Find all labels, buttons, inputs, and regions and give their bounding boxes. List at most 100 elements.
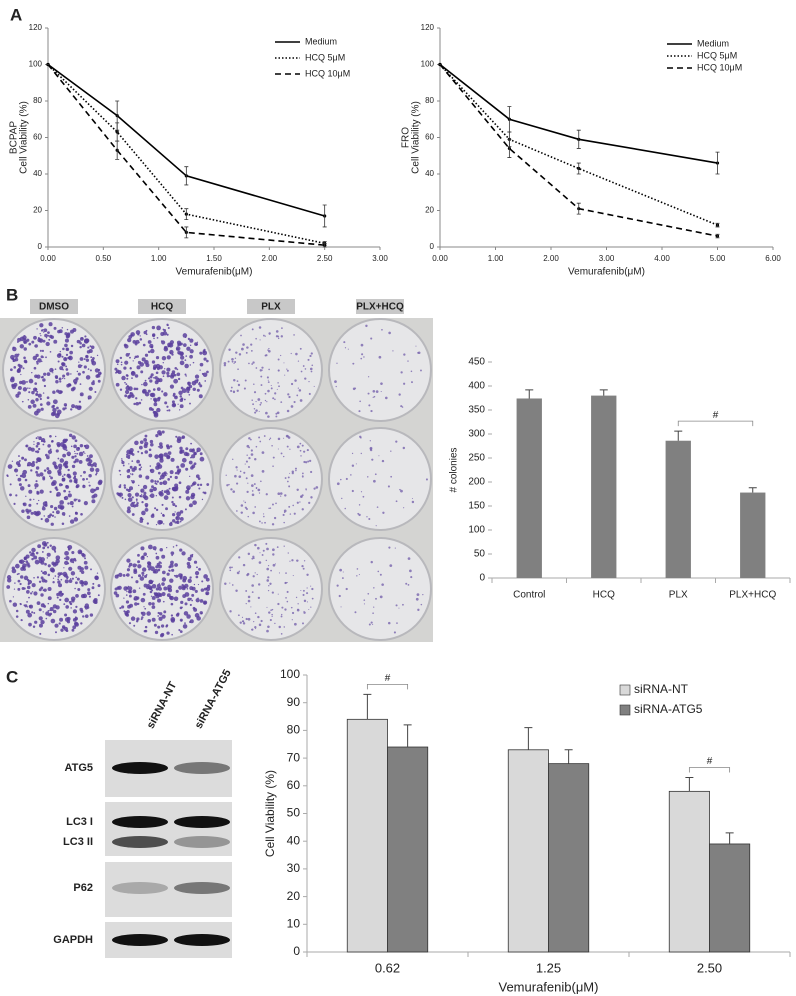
- colony: [176, 372, 181, 377]
- colony: [177, 353, 180, 355]
- colony: [54, 623, 59, 628]
- colony: [342, 571, 344, 573]
- colony: [360, 491, 363, 493]
- colony: [171, 633, 173, 636]
- colony: [52, 390, 56, 394]
- colony: [16, 474, 18, 477]
- colony: [31, 371, 33, 374]
- colony: [358, 504, 361, 506]
- colony: [151, 360, 156, 364]
- colony: [82, 450, 85, 453]
- colony: [9, 599, 12, 603]
- colony: [247, 617, 251, 621]
- colony: [83, 501, 88, 506]
- colony: [301, 472, 304, 475]
- colony: [48, 338, 51, 341]
- bar: [346, 718, 388, 953]
- colony: [69, 350, 73, 355]
- colony: [138, 587, 141, 589]
- colony: [310, 585, 312, 587]
- colony: [150, 566, 155, 572]
- colony: [156, 336, 159, 339]
- colony: [275, 415, 278, 418]
- colony: [225, 474, 227, 476]
- colony: [97, 584, 101, 588]
- colony: [51, 545, 57, 551]
- colony: [143, 574, 148, 578]
- colony: [37, 436, 39, 438]
- colony: [165, 444, 170, 448]
- error-bar: [322, 242, 327, 248]
- colony: [137, 602, 140, 606]
- colony: [375, 390, 379, 393]
- colony: [270, 609, 272, 611]
- colony: [290, 352, 292, 355]
- colony: [78, 361, 80, 363]
- colony: [157, 598, 162, 603]
- colony: [140, 546, 145, 551]
- colony: [191, 464, 196, 469]
- colony: [189, 475, 191, 478]
- colony: [304, 368, 307, 370]
- colony: [59, 506, 64, 510]
- colony: [47, 444, 51, 448]
- colony: [288, 395, 291, 399]
- colony: [69, 519, 75, 524]
- colony: [302, 593, 305, 596]
- colony: [43, 469, 47, 472]
- colony: [18, 483, 22, 487]
- colony: [38, 499, 40, 502]
- colony: [264, 521, 266, 524]
- colony: [17, 572, 20, 575]
- colony: [136, 459, 140, 464]
- colony: [36, 328, 38, 330]
- colony: [145, 329, 148, 332]
- colony: [84, 444, 90, 450]
- colony: [368, 404, 371, 407]
- colony: [275, 412, 278, 415]
- colony: [199, 351, 203, 355]
- colony: [160, 632, 165, 637]
- colony: [179, 342, 183, 346]
- colony: [252, 557, 255, 560]
- colony: [39, 397, 42, 401]
- colony: [57, 329, 61, 334]
- colony: [83, 365, 87, 369]
- colony: [296, 445, 300, 449]
- legend-label: HCQ 5μM: [305, 52, 345, 62]
- legend-label: HCQ 5μM: [697, 50, 737, 60]
- colony: [166, 631, 170, 635]
- blot-band: [174, 816, 230, 828]
- colony: [143, 552, 147, 557]
- colony: [178, 628, 181, 632]
- colony: [33, 591, 38, 596]
- colony: [352, 362, 355, 365]
- colony: [88, 459, 93, 464]
- colony: [137, 560, 141, 564]
- colony: [266, 579, 270, 582]
- colony: [170, 551, 175, 555]
- colony: [275, 335, 279, 338]
- colony: [47, 331, 50, 334]
- colony: [128, 463, 130, 465]
- colony: [368, 517, 371, 520]
- colony: [229, 582, 231, 584]
- colony: [168, 569, 171, 572]
- colony: [79, 345, 82, 349]
- colony: [173, 574, 176, 577]
- colony: [34, 387, 38, 391]
- colony: [248, 446, 250, 449]
- colony: [47, 564, 51, 568]
- colony: [243, 471, 246, 474]
- x-tick-label: 3.00: [372, 254, 388, 263]
- colony: [152, 486, 157, 492]
- colony: [171, 554, 173, 557]
- colony: [136, 596, 140, 600]
- error-bar: [674, 430, 683, 441]
- colony: [137, 360, 142, 365]
- colony: [162, 600, 165, 603]
- bar: [740, 492, 766, 578]
- colony: [144, 353, 149, 357]
- colony: [400, 489, 403, 493]
- colony: [206, 483, 210, 486]
